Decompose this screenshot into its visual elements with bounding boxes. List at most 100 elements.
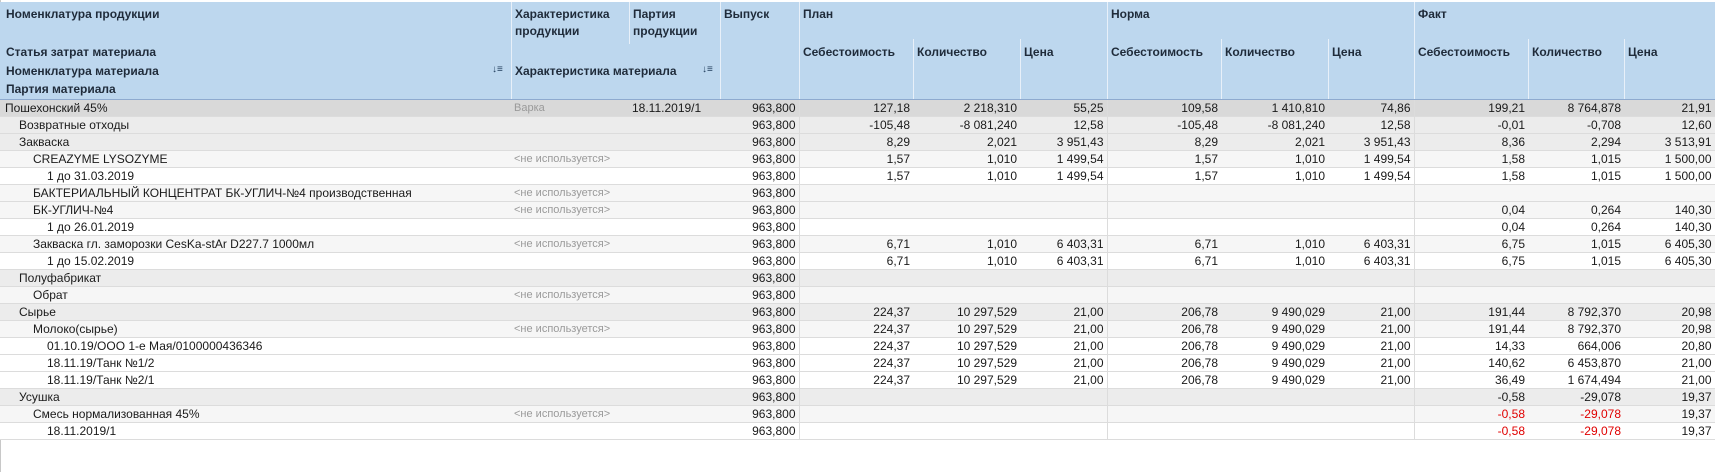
row-norm-qty: 1,010: [1221, 150, 1328, 168]
row-norm-qty: [1221, 184, 1328, 202]
table-row[interactable]: Полуфабрикат 963,800: [0, 269, 1715, 287]
row-characteristic: Варка: [511, 100, 629, 117]
row-fact-cost: 36,49: [1414, 371, 1528, 389]
table-row[interactable]: 18.11.2019/1 963,800 -0,58 -29,078 19,37: [0, 422, 1715, 440]
row-name: 1 до 26.01.2019: [0, 218, 511, 236]
row-norm-cost: 8,29: [1107, 133, 1221, 151]
header-fact-price[interactable]: Цена: [1628, 45, 1658, 59]
row-norm-cost: [1107, 201, 1221, 219]
table-row[interactable]: 1 до 15.02.2019 963,800 6,71 1,010 6 403,31 6…: [0, 252, 1715, 270]
row-name: Полуфабрикат: [0, 269, 511, 287]
row-plan-price: 21,00: [1020, 303, 1108, 321]
row-characteristic: <не используется>: [511, 405, 629, 423]
row-fact-cost: 6,75: [1414, 252, 1528, 270]
row-plan-qty: [913, 286, 1020, 304]
header-divider: [720, 2, 721, 99]
row-plan-price: 21,00: [1020, 354, 1108, 372]
row-fact-cost: 6,75: [1414, 235, 1528, 253]
table-row[interactable]: Закваска 963,800 8,29 2,021 3 951,43 8,29 2,02…: [0, 133, 1715, 151]
table-row[interactable]: Обрат <не используется> 963,800: [0, 286, 1715, 304]
table-row[interactable]: Усушка 963,800 -0,58 -29,078 19,37: [0, 388, 1715, 406]
row-plan-price: 1 499,54: [1020, 150, 1108, 168]
row-plan-price: 55,25: [1020, 100, 1108, 117]
row-plan-price: [1020, 405, 1108, 423]
row-plan-cost: 1,57: [799, 150, 913, 168]
row-plan-price: [1020, 218, 1108, 236]
table-row[interactable]: Сырье 963,800 224,37 10 297,529 21,00 206,78 9…: [0, 303, 1715, 321]
header-cost-item[interactable]: Статья затрат материала: [6, 45, 156, 59]
header-product[interactable]: Номенклатура продукции: [6, 7, 160, 21]
header-norm-price[interactable]: Цена: [1332, 45, 1362, 59]
report-table: Пошехонский 45% Варка 18.11.2019/1 963,800 1…: [0, 100, 1715, 440]
row-name: Закваска гл. заморозки CesKa-stAr D227.7…: [0, 235, 511, 253]
row-plan-qty: [913, 405, 1020, 423]
table-row[interactable]: 01.10.19/ООО 1-е Мая/0100000436346 963,80…: [0, 337, 1715, 355]
row-fact-qty: 0,264: [1528, 218, 1624, 236]
row-plan-price: [1020, 269, 1108, 287]
row-plan-cost: [799, 184, 913, 202]
row-fact-price: 1 500,00: [1624, 167, 1715, 185]
row-output: 963,800: [720, 201, 800, 219]
row-output: 963,800: [720, 422, 800, 440]
row-plan-cost: 127,18: [799, 100, 913, 117]
table-row[interactable]: 18.11.19/Танк №1/2 963,800 224,37 10 297,52…: [0, 354, 1715, 372]
table-row[interactable]: БК-УГЛИЧ-№4 <не используется> 963,800 0,04 0…: [0, 201, 1715, 219]
header-batch[interactable]: Партия продукции: [633, 7, 698, 38]
header-material[interactable]: Номенклатура материала: [6, 64, 159, 78]
row-plan-qty: 1,010: [913, 252, 1020, 270]
row-name: 18.11.19/Танк №2/1: [0, 371, 511, 389]
header-fact-qty[interactable]: Количество: [1532, 45, 1602, 59]
header-norm-cost[interactable]: Себестоимость: [1111, 45, 1204, 59]
table-row[interactable]: Смесь нормализованная 45% <не используетс…: [0, 405, 1715, 423]
header-plan-qty[interactable]: Количество: [917, 45, 987, 59]
row-plan-qty: 10 297,529: [913, 354, 1020, 372]
table-row[interactable]: БАКТЕРИАЛЬНЫЙ КОНЦЕНТРАТ БК-УГЛИЧ-№4 про…: [0, 184, 1715, 202]
row-norm-cost: 6,71: [1107, 252, 1221, 270]
row-norm-cost: 206,78: [1107, 303, 1221, 321]
row-norm-price: 6 403,31: [1328, 252, 1415, 270]
table-row[interactable]: CREAZYME LYSOZYME <не используется> 963,80…: [0, 150, 1715, 168]
header-divider: [913, 39, 914, 99]
row-characteristic: [511, 337, 629, 355]
row-batch: [629, 150, 720, 168]
row-norm-cost: -105,48: [1107, 116, 1221, 134]
row-fact-qty: -29,078: [1528, 405, 1624, 423]
row-fact-price: [1624, 286, 1715, 304]
header-norm-qty[interactable]: Количество: [1225, 45, 1295, 59]
table-row[interactable]: Пошехонский 45% Варка 18.11.2019/1 963,800 1…: [0, 100, 1715, 117]
header-characteristic[interactable]: Характеристика продукции: [515, 7, 610, 38]
row-fact-qty: 8 792,370: [1528, 320, 1624, 338]
header-material-batch[interactable]: Партия материала: [6, 82, 116, 96]
sort-order-icon[interactable]: ↓≡: [492, 64, 503, 75]
row-norm-qty: 9 490,029: [1221, 337, 1328, 355]
header-fact-cost[interactable]: Себестоимость: [1418, 45, 1511, 59]
row-characteristic: [511, 303, 629, 321]
row-plan-qty: [913, 218, 1020, 236]
table-row[interactable]: 1 до 31.03.2019 963,800 1,57 1,010 1 499,54 1…: [0, 167, 1715, 185]
row-characteristic: <не используется>: [511, 286, 629, 304]
sort-order-icon[interactable]: ↓≡: [702, 64, 713, 75]
table-row[interactable]: Молоко(сырье) <не используется> 963,800 224…: [0, 320, 1715, 338]
row-norm-qty: 2,021: [1221, 133, 1328, 151]
row-norm-price: 1 499,54: [1328, 167, 1415, 185]
header-divider: [1414, 2, 1415, 99]
header-divider: [799, 2, 800, 99]
header-plan-cost[interactable]: Себестоимость: [803, 45, 896, 59]
table-row[interactable]: 18.11.19/Танк №2/1 963,800 224,37 10 297,52…: [0, 371, 1715, 389]
row-norm-price: [1328, 184, 1415, 202]
header-group-plan[interactable]: План: [803, 7, 834, 21]
table-row[interactable]: 1 до 26.01.2019 963,800 0,04 0,264 140,30: [0, 218, 1715, 236]
row-norm-qty: 9 490,029: [1221, 371, 1328, 389]
row-norm-price: 12,58: [1328, 116, 1415, 134]
header-material-characteristic[interactable]: Характеристика материала: [515, 64, 677, 78]
header-output[interactable]: Выпуск: [724, 7, 770, 21]
table-row[interactable]: Закваска гл. заморозки CesKa-stAr D227.7…: [0, 235, 1715, 253]
table-row[interactable]: Возвратные отходы 963,800 -105,48 -8 081,24…: [0, 116, 1715, 134]
row-output: 963,800: [720, 337, 800, 355]
header-group-fact[interactable]: Факт: [1418, 7, 1447, 21]
header-plan-price[interactable]: Цена: [1024, 45, 1054, 59]
header-group-norm[interactable]: Норма: [1111, 7, 1150, 21]
row-batch: [629, 354, 720, 372]
row-batch: [629, 133, 720, 151]
row-fact-cost: 1,58: [1414, 150, 1528, 168]
